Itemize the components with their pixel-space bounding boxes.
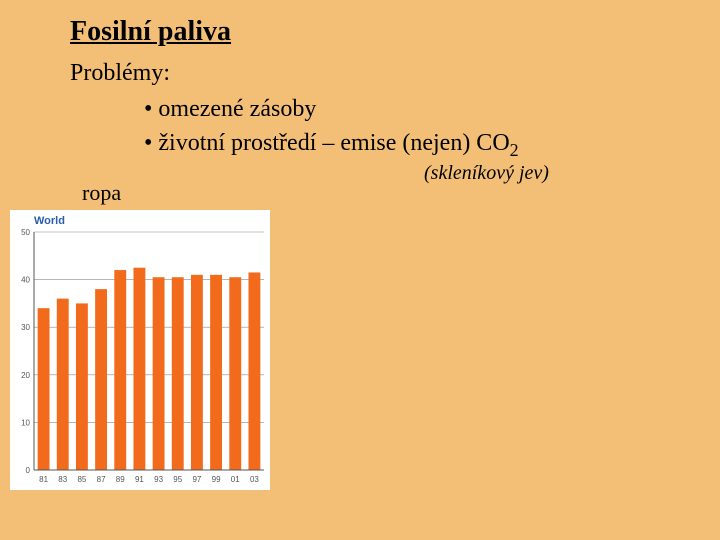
svg-text:99: 99 <box>212 475 221 484</box>
greenhouse-note: (skleníkový jev) <box>424 162 549 185</box>
bar <box>191 275 203 470</box>
bar <box>210 275 222 470</box>
bar <box>229 277 241 470</box>
svg-text:03: 03 <box>250 475 259 484</box>
bar <box>153 277 165 470</box>
bullet-2: • životní prostředí – emise (nejen) CO2 <box>144 130 519 161</box>
svg-text:95: 95 <box>173 475 182 484</box>
svg-text:01: 01 <box>231 475 240 484</box>
svg-text:91: 91 <box>135 475 144 484</box>
bar <box>172 277 184 470</box>
page-title: Fosilní paliva <box>70 16 231 48</box>
slide-page: Fosilní paliva Problémy: • omezené zásob… <box>0 0 720 540</box>
svg-text:97: 97 <box>192 475 201 484</box>
bar-chart-svg: World 0 10 20 30 40 50 81 83 85 87 89 91 93 95 97 99 01 03 <box>10 210 270 490</box>
bar <box>76 303 88 470</box>
bar <box>248 272 260 470</box>
bar <box>38 308 50 470</box>
bar <box>133 268 145 470</box>
svg-text:87: 87 <box>97 475 106 484</box>
bar <box>114 270 126 470</box>
subtitle: Problémy: <box>70 60 170 87</box>
svg-text:20: 20 <box>21 371 30 380</box>
svg-text:10: 10 <box>21 418 30 427</box>
bar <box>57 299 69 470</box>
svg-text:50: 50 <box>21 228 30 237</box>
svg-text:89: 89 <box>116 475 125 484</box>
chart-label-ropa: ropa <box>82 180 121 206</box>
svg-text:93: 93 <box>154 475 163 484</box>
bullet-1: • omezené zásoby <box>144 96 316 123</box>
bar <box>95 289 107 470</box>
svg-text:30: 30 <box>21 323 30 332</box>
svg-text:0: 0 <box>26 466 31 475</box>
chart-title: World <box>34 215 65 227</box>
world-oil-chart: World 0 10 20 30 40 50 81 83 85 87 89 91 93 95 97 99 01 03 <box>10 210 270 490</box>
svg-text:81: 81 <box>39 475 48 484</box>
svg-text:85: 85 <box>77 475 86 484</box>
svg-text:40: 40 <box>21 276 30 285</box>
svg-text:83: 83 <box>58 475 67 484</box>
